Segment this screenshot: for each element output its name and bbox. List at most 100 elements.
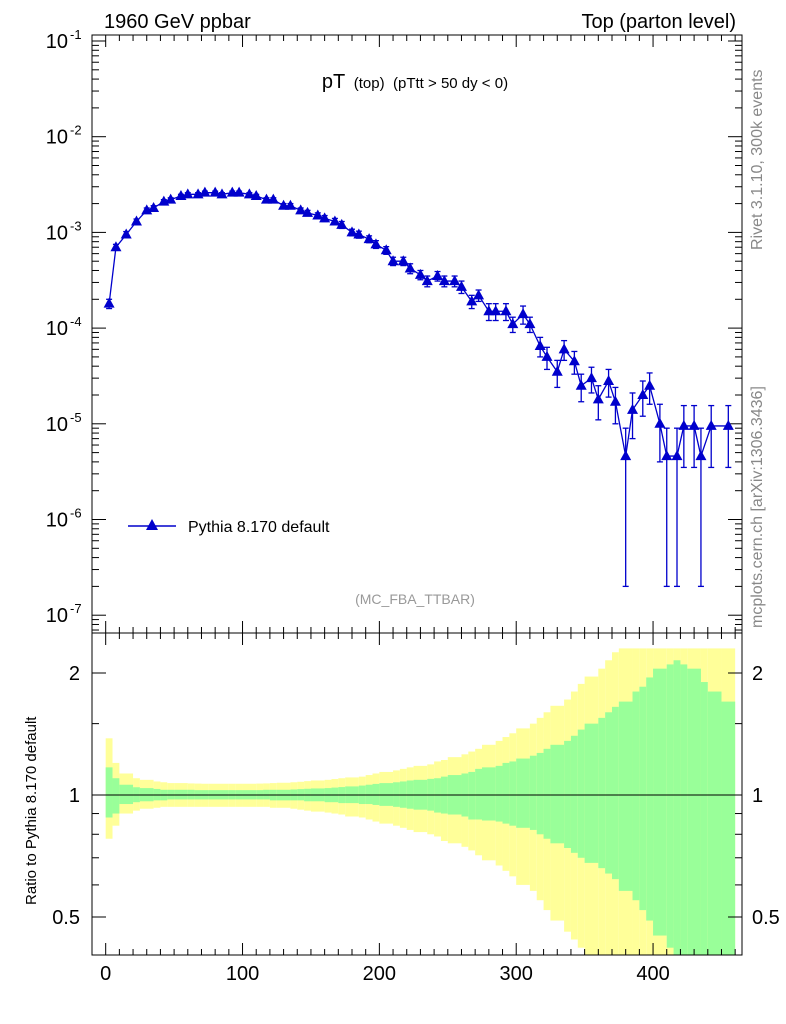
- main-frame: [91, 34, 743, 634]
- main-y-tick-exponent: -6: [70, 506, 82, 521]
- data-point-marker: [438, 275, 450, 286]
- series-line: [108, 192, 729, 459]
- legend-marker: [146, 519, 158, 530]
- ratio-tick-labels: 0.5 0.5 1 1 2 2 0 100 200 300 400: [52, 663, 780, 985]
- title-main: pT: [322, 71, 345, 93]
- ratio-inner-band-bin: [584, 723, 599, 863]
- data-point-marker: [387, 255, 399, 266]
- ratio-inner-band-bin: [529, 755, 537, 830]
- data-point-marker: [243, 188, 255, 199]
- ratio-inner-band-bin: [680, 664, 688, 955]
- ratio-inner-band-bin: [495, 765, 503, 822]
- data-point-marker: [671, 450, 683, 461]
- data-point-marker: [534, 340, 546, 351]
- data-point-marker: [432, 270, 444, 281]
- data-point-marker: [722, 419, 734, 430]
- data-point-marker: [654, 417, 666, 428]
- data-point-marker: [295, 204, 307, 215]
- ratio-inner-band-bin: [687, 668, 701, 955]
- data-point-marker: [404, 262, 416, 273]
- data-point-marker: [644, 379, 656, 390]
- ratio-x-tick-label: 300: [500, 963, 533, 985]
- data-point-marker: [541, 350, 553, 361]
- ratio-inner-band-bin: [536, 752, 544, 835]
- data-point-marker: [329, 215, 341, 226]
- data-point-marker: [319, 212, 331, 223]
- ratio-inner-band-bin: [666, 664, 674, 948]
- ratio-inner-band-bin: [605, 712, 612, 874]
- ratio-bands: [105, 648, 736, 955]
- data-point-marker: [603, 375, 615, 386]
- data-point-marker: [473, 289, 485, 300]
- ratio-y-tick-label-left: 0.5: [52, 907, 80, 929]
- data-point-marker: [130, 215, 142, 226]
- ratio-inner-band-bin: [550, 744, 565, 844]
- ratio-inner-band-bin: [112, 778, 120, 814]
- ratio-inner-band-bin: [707, 691, 722, 955]
- main-y-tick-label: 10: [46, 31, 68, 53]
- main-y-tick-exponent: -2: [70, 123, 82, 138]
- data-point-marker: [302, 206, 314, 217]
- data-point-marker: [233, 186, 245, 197]
- ratio-inner-band-bin: [598, 717, 606, 869]
- main-y-tick-label: 10: [46, 127, 68, 149]
- data-point-marker: [397, 255, 409, 266]
- ratio-inner-band-bin: [365, 784, 373, 805]
- data-point-marker: [592, 393, 604, 404]
- data-point-marker: [363, 233, 375, 244]
- ratio-inner-band-bin: [372, 783, 380, 805]
- ratio-inner-band-bin: [700, 682, 708, 955]
- data-point-marker: [620, 450, 632, 461]
- data-point-marker: [414, 268, 426, 279]
- data-point-marker: [421, 275, 433, 286]
- data-point-marker: [627, 403, 639, 414]
- side-mcplots-label: mcplots.cern.ch [arXiv:1306.3436]: [749, 386, 766, 628]
- data-point-marker: [678, 419, 690, 430]
- data-point-marker: [346, 226, 358, 237]
- title-sub2: (pTtt > 50 dy < 0): [393, 75, 508, 92]
- data-point-marker: [370, 238, 382, 249]
- data-point-marker: [551, 365, 563, 376]
- data-point-marker: [110, 241, 122, 252]
- data-point-marker: [380, 244, 392, 255]
- data-point-marker: [336, 218, 348, 229]
- data-point-marker: [165, 193, 177, 204]
- ratio-inner-band-bin: [721, 701, 736, 955]
- data-point-marker: [661, 450, 673, 461]
- analysis-label: (MC_FBA_TTBAR): [355, 591, 475, 607]
- main-y-tick-exponent: -7: [70, 601, 82, 616]
- ratio-y-tick-label-right: 1: [752, 785, 763, 807]
- data-point-marker: [267, 193, 279, 204]
- ratio-inner-band-bin: [564, 740, 571, 848]
- data-point-marker: [199, 186, 211, 197]
- ratio-y-tick-label-right: 0.5: [752, 907, 780, 929]
- header-left: 1960 GeV ppbar: [104, 11, 251, 33]
- data-point-marker: [524, 318, 536, 329]
- ratio-inner-band-bin: [646, 677, 654, 921]
- ratio-inner-band-bin: [543, 748, 551, 839]
- data-point-marker: [455, 280, 467, 291]
- main-y-tick-label: 10: [46, 318, 68, 340]
- data-point-marker: [507, 318, 519, 329]
- data-point-marker: [312, 209, 324, 220]
- data-point-marker: [637, 388, 649, 399]
- data-point-marker: [466, 295, 478, 306]
- ratio-inner-band-bin: [673, 660, 681, 955]
- main-y-tick-exponent: -3: [70, 218, 82, 233]
- ratio-x-tick-label: 200: [363, 963, 396, 985]
- legend-label: Pythia 8.170 default: [188, 519, 330, 536]
- data-point-marker: [250, 190, 262, 201]
- ratio-inner-band-bin: [653, 668, 667, 936]
- ratio-x-tick-label: 400: [636, 963, 669, 985]
- main-axis-ticks: [92, 35, 742, 633]
- ratio-axis-ticks: [92, 633, 742, 955]
- ratio-y-tick-label-left: 2: [69, 663, 80, 685]
- data-point-marker: [705, 419, 717, 430]
- data-point-marker: [609, 395, 621, 406]
- side-rivet-label: Rivet 3.1.10, 300k events: [749, 69, 766, 250]
- main-panel: 10-110-210-310-410-510-610-7: [46, 27, 743, 634]
- main-y-tick-exponent: -5: [70, 410, 82, 425]
- ratio-inner-band-bin: [639, 686, 647, 911]
- main-y-tick-exponent: -4: [70, 314, 82, 329]
- ratio-inner-band-bin: [379, 783, 394, 806]
